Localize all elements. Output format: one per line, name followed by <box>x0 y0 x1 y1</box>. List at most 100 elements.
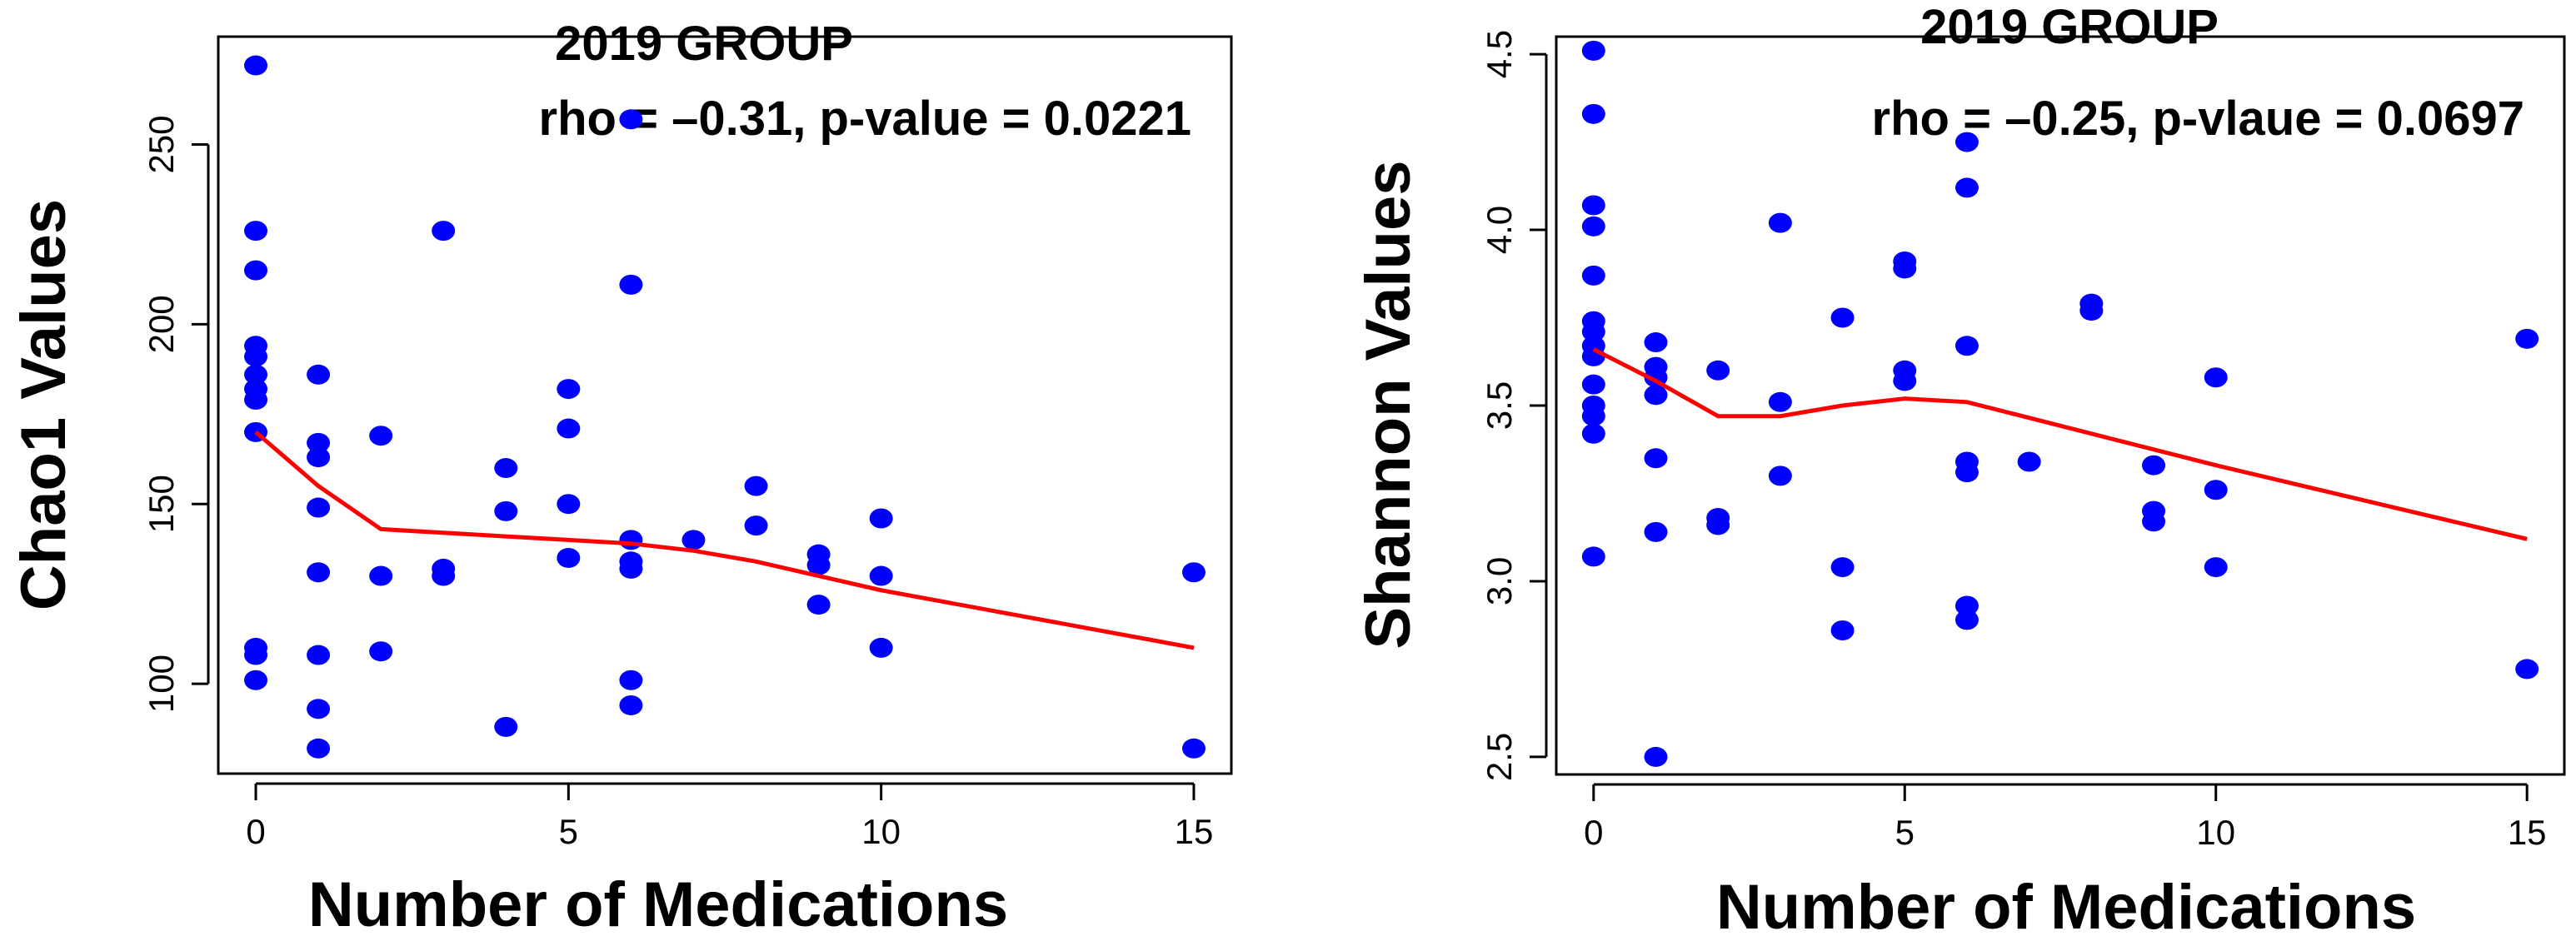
y-axis-label: Shannon Values <box>1353 160 1424 649</box>
chart-1: 2019 GROUP rho = –0.31, p-value = 0.0221 0… <box>8 17 1233 940</box>
data-point <box>244 645 268 665</box>
data-point <box>557 418 581 439</box>
y-tick-label: 150 <box>142 475 181 533</box>
x-tick-label: 0 <box>1584 813 1603 852</box>
data-point <box>1954 336 1979 356</box>
data-point <box>869 565 893 586</box>
data-point <box>1581 40 1605 61</box>
data-point <box>1954 610 1979 630</box>
trend-line <box>254 431 1195 650</box>
data-point <box>244 260 268 281</box>
data-point <box>1581 103 1605 124</box>
data-point <box>244 221 268 241</box>
data-point <box>307 699 331 719</box>
chart-title: 2019 GROUP <box>555 17 853 71</box>
data-point <box>2515 659 2539 680</box>
data-point <box>1954 462 1979 483</box>
data-point <box>1644 746 1668 767</box>
data-point <box>2515 328 2539 349</box>
y-tick-label: 3.5 <box>1480 381 1519 430</box>
x-tick-label: 10 <box>2196 813 2235 852</box>
data-point <box>1581 195 1605 216</box>
data-point <box>1581 321 1605 342</box>
y-tick-label: 2.5 <box>1480 733 1519 781</box>
data-point <box>1644 385 1668 406</box>
data-point <box>244 55 268 76</box>
data-point <box>619 274 643 295</box>
data-point <box>307 497 331 518</box>
y-tick-label: 200 <box>142 295 181 353</box>
x-tick-label: 5 <box>1895 813 1915 852</box>
y-axis-label: Chao1 Values <box>8 199 79 610</box>
data-point <box>1954 132 1979 152</box>
correlation-annotation: rho = –0.31, p-value = 0.0221 <box>539 92 1191 146</box>
data-point <box>1954 595 1979 616</box>
data-point <box>1581 546 1605 567</box>
data-point <box>494 500 518 521</box>
data-point <box>2079 301 2104 321</box>
data-point <box>307 447 331 468</box>
data-point <box>307 645 331 665</box>
data-point <box>1644 521 1668 542</box>
data-point <box>619 558 643 579</box>
data-point <box>1706 515 1730 535</box>
data-point <box>1954 177 1979 198</box>
data-point <box>619 695 643 715</box>
trend-line <box>1592 347 2528 541</box>
x-tick-label: 10 <box>861 812 901 851</box>
chart-title: 2019 GROUP <box>1920 0 2219 54</box>
data-point <box>869 637 893 658</box>
y-tick-label: 3.0 <box>1480 557 1519 605</box>
data-point <box>557 379 581 400</box>
data-point <box>1893 258 1917 279</box>
data-point <box>307 738 331 759</box>
data-point <box>369 426 393 446</box>
data-point <box>307 432 331 453</box>
data-point <box>2204 557 2228 578</box>
data-point <box>1581 216 1605 237</box>
data-point <box>806 555 831 575</box>
data-point <box>1581 406 1605 426</box>
data-point <box>432 565 456 586</box>
data-point <box>1706 360 1730 381</box>
data-point <box>2142 511 2166 532</box>
y-tick-label: 4.0 <box>1480 206 1519 254</box>
data-point <box>619 670 643 690</box>
data-point <box>1768 466 1792 486</box>
data-point <box>2204 480 2228 500</box>
data-point <box>307 562 331 583</box>
data-point <box>244 364 268 385</box>
data-point <box>869 508 893 529</box>
data-point <box>369 565 393 586</box>
data-point <box>432 221 456 241</box>
y-tick-label: 4.5 <box>1480 30 1519 78</box>
x-tick-label: 5 <box>559 812 578 851</box>
x-tick-label: 15 <box>2508 813 2547 852</box>
data-point <box>1830 557 1855 578</box>
data-point <box>1768 391 1792 412</box>
plot-frame <box>217 35 1233 775</box>
data-point <box>1830 620 1855 641</box>
correlation-annotation: rho = –0.25, p-vlaue = 0.0697 <box>1872 92 2524 146</box>
data-point <box>1181 562 1206 583</box>
data-point <box>369 641 393 662</box>
data-point <box>806 595 831 615</box>
data-point <box>2204 367 2228 388</box>
data-point <box>244 346 268 367</box>
data-point <box>1768 212 1792 233</box>
data-point <box>1581 423 1605 444</box>
data-point <box>1830 307 1855 328</box>
data-point <box>1581 374 1605 395</box>
y-tick-label: 250 <box>142 115 181 173</box>
data-point <box>557 494 581 515</box>
data-point <box>494 716 518 737</box>
data-point <box>307 364 331 385</box>
data-point <box>557 547 581 568</box>
data-point <box>744 476 768 496</box>
data-point <box>244 390 268 411</box>
data-point <box>744 515 768 536</box>
data-point <box>1893 371 1917 391</box>
data-point <box>494 458 518 479</box>
data-point <box>1181 738 1206 759</box>
